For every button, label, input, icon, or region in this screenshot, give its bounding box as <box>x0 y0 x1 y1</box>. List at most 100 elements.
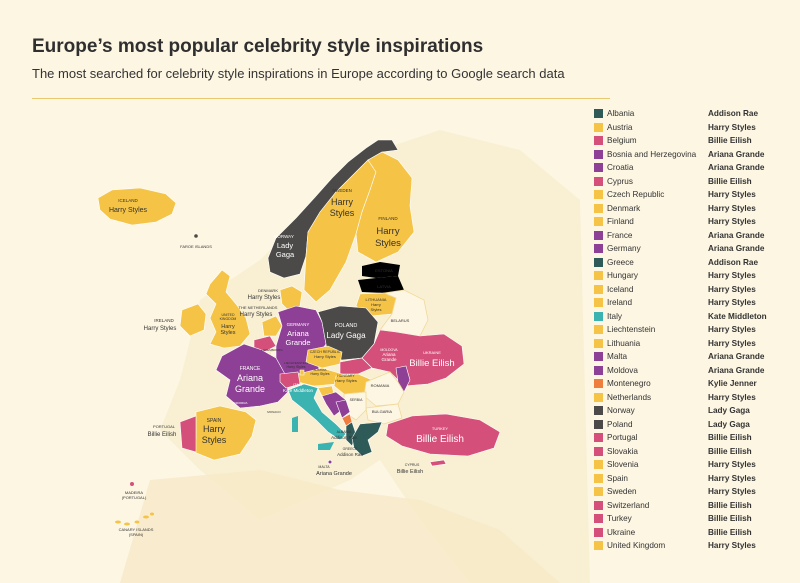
legend-country: Albania <box>607 109 635 118</box>
country-france <box>215 343 289 409</box>
label-iceland-celeb: Harry Styles <box>109 207 148 214</box>
legend-swatch <box>594 352 603 361</box>
legend-swatch <box>594 446 603 456</box>
legend-swatch <box>594 433 603 442</box>
legend-swatch <box>594 379 603 388</box>
legend-celebrity: Billie Eilish <box>708 514 752 523</box>
label-denmark-celeb: Harry Styles <box>248 295 281 301</box>
legend-swatch <box>594 136 603 145</box>
country-bosnia-and-herzegovina <box>335 399 351 419</box>
label-liechtenstein-celeb: Harry Styles <box>286 365 305 369</box>
legend-country: Italy <box>607 311 623 321</box>
label-uk-name1: UNITED <box>221 313 235 317</box>
label-lithuania-name: LITHUANIA <box>366 297 387 302</box>
label-czech-celeb: Harry Styles <box>314 354 336 359</box>
label-austria-name: AUSTRIA <box>313 368 326 372</box>
label-spain-celeb1: Harry <box>203 424 225 434</box>
legend-row: Denmark Harry Styles <box>594 202 794 216</box>
legend-country: Denmark <box>607 203 641 213</box>
country-moldova <box>395 365 411 393</box>
label-bulgaria: BULGARIA <box>372 409 393 414</box>
label-netherlands-celeb: Harry Styles <box>240 312 273 318</box>
country-malta <box>327 459 333 465</box>
legend-celebrity: Ariana Grande <box>708 244 765 253</box>
legend-swatch <box>594 500 603 510</box>
legend-country: Greece <box>607 257 634 267</box>
legend-swatch <box>594 311 603 321</box>
legend-celebrity: Ariana Grande <box>708 230 765 240</box>
country-portugal <box>179 415 197 453</box>
label-portugal-name: PORTUGAL <box>153 424 176 429</box>
legend-country: Austria <box>607 122 633 132</box>
label-lithuania-celeb1: Harry <box>371 302 381 307</box>
label-malta-name: MALTA <box>318 465 330 469</box>
legend-row: Greece Addison Rae <box>594 256 794 270</box>
legend-row: Bosnia and Herzegovina Ariana Grande <box>594 148 794 162</box>
legend-celebrity: Addison Rae <box>708 257 759 267</box>
label-andorra: ANDORRA <box>232 401 247 405</box>
label-norway-celeb1: Lady <box>277 241 294 250</box>
country-ukraine <box>361 329 465 387</box>
legend-country: Liechtenstein <box>607 325 656 334</box>
label-canary-name1: CANARY ISLANDS <box>119 527 154 532</box>
label-hungary-name: HUNGARY <box>337 374 355 378</box>
label-spain-celeb2: Styles <box>202 435 227 445</box>
legend-row: Italy Kate Middleton <box>594 310 794 324</box>
label-moldova-celeb1: Ariana <box>382 352 396 357</box>
label-sweden-celeb1: Harry <box>331 197 353 207</box>
label-denmark-name: DENMARK <box>258 288 278 293</box>
legend-swatch <box>594 203 603 213</box>
legend-celebrity: Harry Styles <box>708 190 756 199</box>
legend-celebrity: Billie Eilish <box>708 446 752 456</box>
legend-swatch <box>594 257 603 267</box>
label-austria-celeb: Harry Styles <box>310 372 329 376</box>
legend-row: Iceland Harry Styles <box>594 283 794 297</box>
label-ireland-name: IRELAND <box>154 318 174 323</box>
legend-celebrity: Harry Styles <box>708 284 756 294</box>
label-canary-name2: (SPAIN) <box>129 532 144 537</box>
legend-swatch <box>594 514 603 523</box>
label-germany-celeb1: Ariana <box>287 329 310 338</box>
legend-country: Slovakia <box>607 446 638 456</box>
label-czech-name: CZECH REPUBLIC <box>310 350 341 354</box>
label-finland-celeb1: Harry <box>376 226 399 237</box>
legend-country: Lithuania <box>607 338 641 348</box>
legend-row: Finland Harry Styles <box>594 215 794 229</box>
legend-row: Slovenia Harry Styles <box>594 458 794 472</box>
legend-country: Ukraine <box>607 527 636 537</box>
label-france-celeb2: Grande <box>235 384 265 394</box>
label-netherlands-name: THE NETHERLANDS <box>239 305 278 310</box>
legend-country: Switzerland <box>607 500 650 510</box>
country-liechtenstein <box>299 369 305 376</box>
legend-celebrity: Ariana Grande <box>708 365 765 375</box>
country-estonia <box>362 262 400 278</box>
legend-swatch <box>594 541 603 550</box>
legend-country: Croatia <box>607 163 634 172</box>
country-faroe-islands <box>194 234 198 238</box>
legend-celebrity: Harry Styles <box>708 487 756 496</box>
background-africa <box>120 470 560 583</box>
legend-country: Poland <box>607 419 633 429</box>
legend-swatch <box>594 365 603 375</box>
legend-row: France Ariana Grande <box>594 229 794 243</box>
label-iceland-name: ICELAND <box>118 198 138 203</box>
legend-country: Netherlands <box>607 392 652 402</box>
legend-row: Portugal Billie Eilish <box>594 431 794 445</box>
legend-celebrity: Harry Styles <box>708 338 756 348</box>
label-uk-name2: KINGDOM <box>220 317 237 321</box>
label-moldova-name: MOLDOVA <box>380 348 398 352</box>
legend-swatch <box>594 122 603 132</box>
country-sardinia <box>292 416 298 432</box>
legend-row: Spain Harry Styles <box>594 472 794 486</box>
label-italy-celeb: Kate Middleton <box>283 388 314 393</box>
legend-country: Cyprus <box>607 176 633 186</box>
legend-country: Sweden <box>607 487 637 496</box>
legend-swatch <box>594 217 603 226</box>
legend-row: Ireland Harry Styles <box>594 296 794 310</box>
island-canary <box>115 512 154 526</box>
label-faroe: FAROE ISLANDS <box>180 244 212 249</box>
legend-row: Slovakia Billie Eilish <box>594 445 794 459</box>
legend-row: Hungary Harry Styles <box>594 269 794 283</box>
label-poland-name: POLAND <box>335 323 358 329</box>
country-switzerland <box>279 371 301 389</box>
